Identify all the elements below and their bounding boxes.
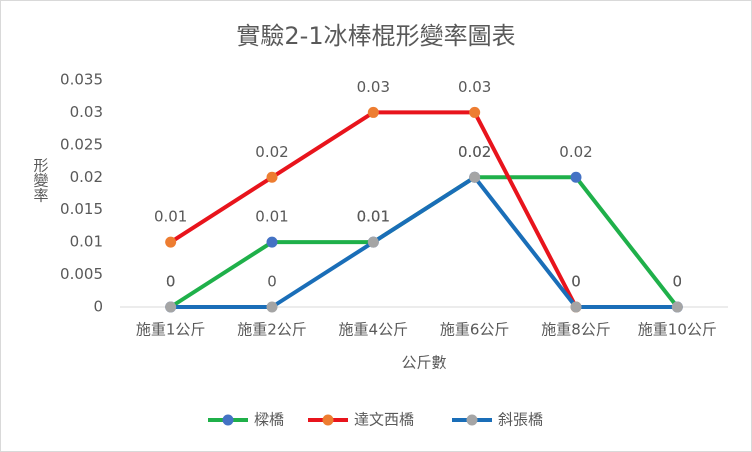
y-tick-label: 0.025 <box>60 135 103 153</box>
y-axis-label: 形變率 <box>32 158 50 203</box>
x-tick-label: 施重6公斤 <box>440 321 510 339</box>
y-tick-label: 0.035 <box>60 71 103 89</box>
legend-marker <box>466 414 478 426</box>
data-label: 0.01 <box>255 208 288 226</box>
y-tick-label: 0.02 <box>70 168 103 186</box>
marker <box>469 106 481 118</box>
chart-title: 實驗2-1冰棒棍形變率圖表 <box>236 22 515 50</box>
data-label: 0.03 <box>458 78 491 96</box>
data-label: 0.01 <box>357 208 390 226</box>
y-tick-label: 0.03 <box>70 103 103 121</box>
legend-marker <box>322 414 334 426</box>
legend-label: 達文西橋 <box>354 411 414 429</box>
marker <box>266 171 278 183</box>
x-tick-label: 施重1公斤 <box>136 321 206 339</box>
data-label: 0 <box>267 273 277 291</box>
x-axis-label: 公斤數 <box>401 354 446 372</box>
legend-marker <box>222 414 234 426</box>
y-tick-label: 0.01 <box>70 233 103 251</box>
data-label: 0.02 <box>458 143 491 161</box>
data-label: 0.01 <box>154 208 187 226</box>
data-label: 0.01 <box>357 208 390 226</box>
marker <box>165 236 177 248</box>
data-label: 0 <box>571 273 581 291</box>
x-tick-label: 施重10公斤 <box>638 321 717 339</box>
x-tick-label: 施重8公斤 <box>541 321 611 339</box>
y-tick-label: 0.015 <box>60 200 103 218</box>
data-label: 0.02 <box>559 143 592 161</box>
marker <box>165 301 177 313</box>
marker <box>469 171 481 183</box>
marker <box>570 171 582 183</box>
data-label: 0 <box>571 273 581 291</box>
y-tick-label: 0.005 <box>60 265 103 283</box>
marker <box>367 236 379 248</box>
marker <box>266 301 278 313</box>
data-label: 0.02 <box>458 143 491 161</box>
legend-label: 斜張橋 <box>498 411 543 429</box>
data-label: 0.02 <box>255 143 288 161</box>
marker <box>367 106 379 118</box>
x-tick-label: 施重2公斤 <box>237 321 307 339</box>
marker <box>570 301 582 313</box>
data-label: 0 <box>166 273 176 291</box>
data-label: 0 <box>673 273 683 291</box>
marker <box>266 236 278 248</box>
x-tick-label: 施重4公斤 <box>339 321 409 339</box>
data-label: 0 <box>673 273 683 291</box>
data-label: 0 <box>166 273 176 291</box>
data-label: 0.03 <box>357 78 390 96</box>
legend-label: 樑橋 <box>254 411 284 429</box>
y-tick-label: 0 <box>93 298 103 316</box>
series-line <box>170 175 678 309</box>
marker <box>671 301 683 313</box>
